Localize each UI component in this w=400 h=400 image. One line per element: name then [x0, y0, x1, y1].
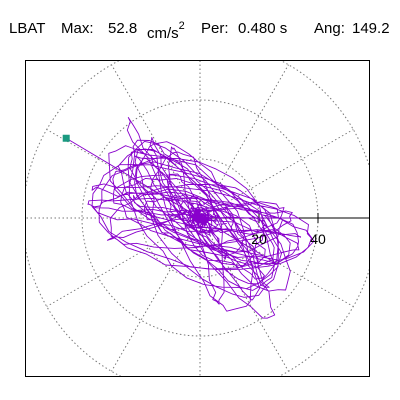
- angle-value: 149.2: [352, 20, 390, 37]
- max-label: Max:: [61, 20, 94, 37]
- max-unit: cm/s2: [147, 18, 185, 45]
- grid-spoke-60: [199, 64, 289, 219]
- ring-label-20: 20: [251, 231, 267, 247]
- motion-trace: [62, 117, 315, 319]
- max-value: 52.8: [108, 20, 138, 37]
- motion-trace-path: [65, 117, 315, 319]
- max-unit-exponent: 2: [178, 20, 185, 32]
- peak-marker: [62, 134, 70, 142]
- max-unit-text: cm/s: [147, 25, 179, 42]
- ring-label-40: 40: [310, 231, 326, 247]
- angle-label: Ang:: [314, 20, 345, 37]
- period-label: Per:: [201, 20, 229, 37]
- particle-motion-plot: 20 40: [25, 60, 370, 377]
- period-value: 0.480 s: [238, 20, 288, 37]
- grid-spoke-300: [199, 217, 289, 372]
- plot-canvas: 20 40: [26, 61, 369, 376]
- plot-header: LBAT Max: 52.8 cm/s2 Per: 0.480 s Ang: 1…: [9, 18, 394, 42]
- ring-tick-labels: 20 40: [251, 231, 326, 247]
- grid-spoke-240: [111, 217, 201, 372]
- grid-spoke-30: [199, 129, 354, 219]
- station-code: LBAT: [9, 20, 46, 37]
